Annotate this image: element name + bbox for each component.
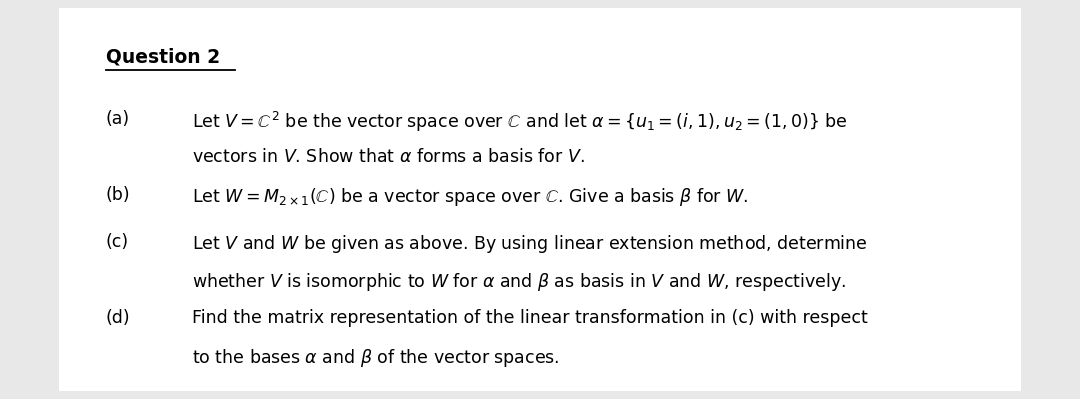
- Text: (d): (d): [106, 309, 131, 327]
- Text: to the bases $\alpha$ and $\beta$ of the vector spaces.: to the bases $\alpha$ and $\beta$ of the…: [192, 347, 559, 369]
- Text: (a): (a): [106, 110, 130, 128]
- Text: Let $V = \mathbb{C}^2$ be the vector space over $\mathbb{C}$ and let $\alpha = \: Let $V = \mathbb{C}^2$ be the vector spa…: [192, 110, 848, 134]
- Text: whether $V$ is isomorphic to $W$ for $\alpha$ and $\beta$ as basis in $V$ and $W: whether $V$ is isomorphic to $W$ for $\a…: [192, 271, 847, 293]
- Text: (b): (b): [106, 186, 131, 203]
- Text: Question 2: Question 2: [106, 48, 220, 67]
- Text: Find the matrix representation of the linear transformation in (c) with respect: Find the matrix representation of the li…: [192, 309, 868, 327]
- Text: Let $V$ and $W$ be given as above. By using linear extension method, determine: Let $V$ and $W$ be given as above. By us…: [192, 233, 868, 255]
- Text: vectors in $V$. Show that $\alpha$ forms a basis for $V$.: vectors in $V$. Show that $\alpha$ forms…: [192, 148, 585, 166]
- Text: Let $W = M_{2\times 1}(\mathbb{C})$ be a vector space over $\mathbb{C}$. Give a : Let $W = M_{2\times 1}(\mathbb{C})$ be a…: [192, 186, 748, 207]
- Text: (c): (c): [106, 233, 129, 251]
